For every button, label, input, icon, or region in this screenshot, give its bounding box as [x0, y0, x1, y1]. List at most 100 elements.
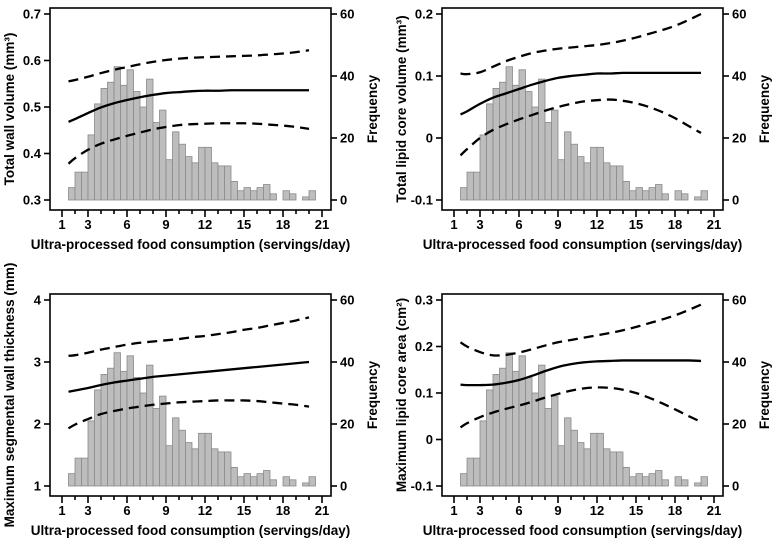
x-tick-label: 3	[476, 503, 483, 518]
right-tick-label: 60	[732, 293, 746, 308]
left-tick-label: 3	[34, 355, 41, 370]
histogram-bar	[472, 171, 480, 201]
histogram-bar	[466, 457, 474, 487]
panel-wrap-total-wall-volume: 0.3 0.4 0.5 0.6 0.7 0 20 40 60 1 3 6 9 12 15 18 21 Total …	[0, 0, 392, 275]
plot-frame	[440, 293, 724, 497]
histogram-bar	[615, 451, 623, 487]
histogram-bar	[237, 190, 245, 201]
histogram-bar	[100, 374, 108, 487]
histogram-bar	[635, 473, 643, 487]
histogram-bar	[511, 370, 519, 487]
histogram-bar	[505, 66, 513, 201]
histogram-bar	[243, 187, 251, 201]
y-axis-label: Total wall volume (mm³)	[2, 33, 17, 186]
x-tick-label: 3	[476, 217, 483, 232]
right-axis: 0 20 40 60	[722, 7, 746, 208]
estimate-line	[459, 71, 701, 116]
x-tick-label: 9	[162, 217, 169, 232]
histogram-bar	[87, 134, 95, 201]
histogram-bar	[204, 432, 212, 487]
histogram-bar	[237, 476, 245, 487]
x-tick-label: 1	[58, 217, 65, 232]
upper-ci-line	[68, 49, 310, 83]
left-axis: 1 2 3 4	[34, 293, 50, 494]
y-axis-label: Maximum lipid core area (cm²)	[394, 298, 409, 492]
histogram-bar	[198, 146, 206, 201]
histogram-bar	[628, 190, 636, 201]
histogram-bar	[700, 476, 708, 487]
x-tick-label: 15	[628, 217, 642, 232]
histogram-bar	[635, 187, 643, 201]
upper-ci-line	[68, 316, 310, 357]
histogram-bar	[269, 193, 277, 201]
x-tick-label: 3	[84, 503, 91, 518]
right-tick-label: 40	[732, 69, 746, 84]
histogram-bar	[498, 81, 506, 201]
x-tick-label: 1	[450, 503, 457, 518]
frequency-axis-label: Frequency	[365, 74, 380, 143]
x-tick-label: 21	[706, 503, 720, 518]
frequency-axis-label: Frequency	[757, 360, 772, 429]
histogram-bar	[159, 109, 167, 201]
histogram-bar	[250, 476, 258, 487]
histogram-bar	[185, 442, 193, 487]
x-tick-label: 18	[667, 503, 681, 518]
x-tick-label: 15	[628, 503, 642, 518]
histogram-bar	[674, 476, 682, 487]
x-tick-label: 1	[450, 217, 457, 232]
right-tick-label: 60	[340, 293, 354, 308]
x-axis: 1 3 6 9 12 15 18 21	[450, 210, 721, 232]
left-tick-label: 0.1	[414, 386, 432, 401]
x-tick-label: 9	[554, 217, 561, 232]
histogram-bar	[537, 364, 545, 487]
histogram-bar	[492, 374, 500, 487]
frequency-histogram	[68, 66, 316, 201]
histogram-bar	[308, 476, 316, 487]
x-tick-label: 6	[123, 217, 130, 232]
histogram-bar	[308, 190, 316, 201]
right-tick-label: 0	[732, 193, 739, 208]
histogram-bar	[680, 193, 688, 201]
left-tick-label: 4	[34, 293, 42, 308]
histogram-bar	[596, 432, 604, 487]
frequency-axis-label: Frequency	[365, 360, 380, 429]
histogram-bar	[185, 156, 193, 201]
histogram-bar	[81, 457, 89, 487]
histogram-bar	[459, 473, 467, 487]
right-axis: 0 20 40 60	[331, 293, 354, 494]
x-axis-label: Ultra-processed food consumption (servin…	[31, 523, 351, 538]
histogram-bar	[211, 448, 219, 487]
x-axis-label: Ultra-processed food consumption (servin…	[31, 237, 351, 252]
x-axis: 1 3 6 9 12 15 18 21	[450, 496, 721, 518]
histogram-bar	[172, 417, 180, 487]
histogram-bar	[641, 190, 649, 201]
histogram-bar	[472, 457, 480, 487]
histogram-bar	[518, 355, 526, 487]
right-tick-label: 20	[340, 131, 354, 146]
left-tick-label: 1	[34, 479, 41, 494]
histogram-bar	[165, 445, 173, 487]
right-tick-label: 40	[340, 69, 354, 84]
y-axis-label: Maximum segmental wall thickness (mm)	[2, 263, 17, 528]
histogram-bar	[498, 367, 506, 487]
histogram-bar	[661, 479, 669, 487]
histogram-bar	[191, 162, 199, 201]
histogram-bar	[654, 184, 662, 201]
lower-ci-line	[459, 98, 702, 157]
histogram-bar	[544, 122, 552, 201]
x-tick-label: 9	[162, 503, 169, 518]
histogram-bar	[94, 389, 102, 487]
x-tick-label: 15	[237, 503, 251, 518]
histogram-bar	[224, 451, 232, 487]
histogram-bar	[466, 171, 474, 201]
histogram-bar	[550, 109, 558, 201]
histogram-bar	[485, 103, 493, 201]
right-tick-label: 0	[732, 479, 739, 494]
y-axis-label: Total lipid core volume (mm³)	[394, 15, 409, 202]
histogram-bar	[563, 417, 571, 487]
upper-ci-line	[459, 303, 701, 357]
histogram-bar	[113, 66, 121, 201]
histogram-bar	[661, 193, 669, 201]
histogram-bar	[550, 395, 558, 487]
